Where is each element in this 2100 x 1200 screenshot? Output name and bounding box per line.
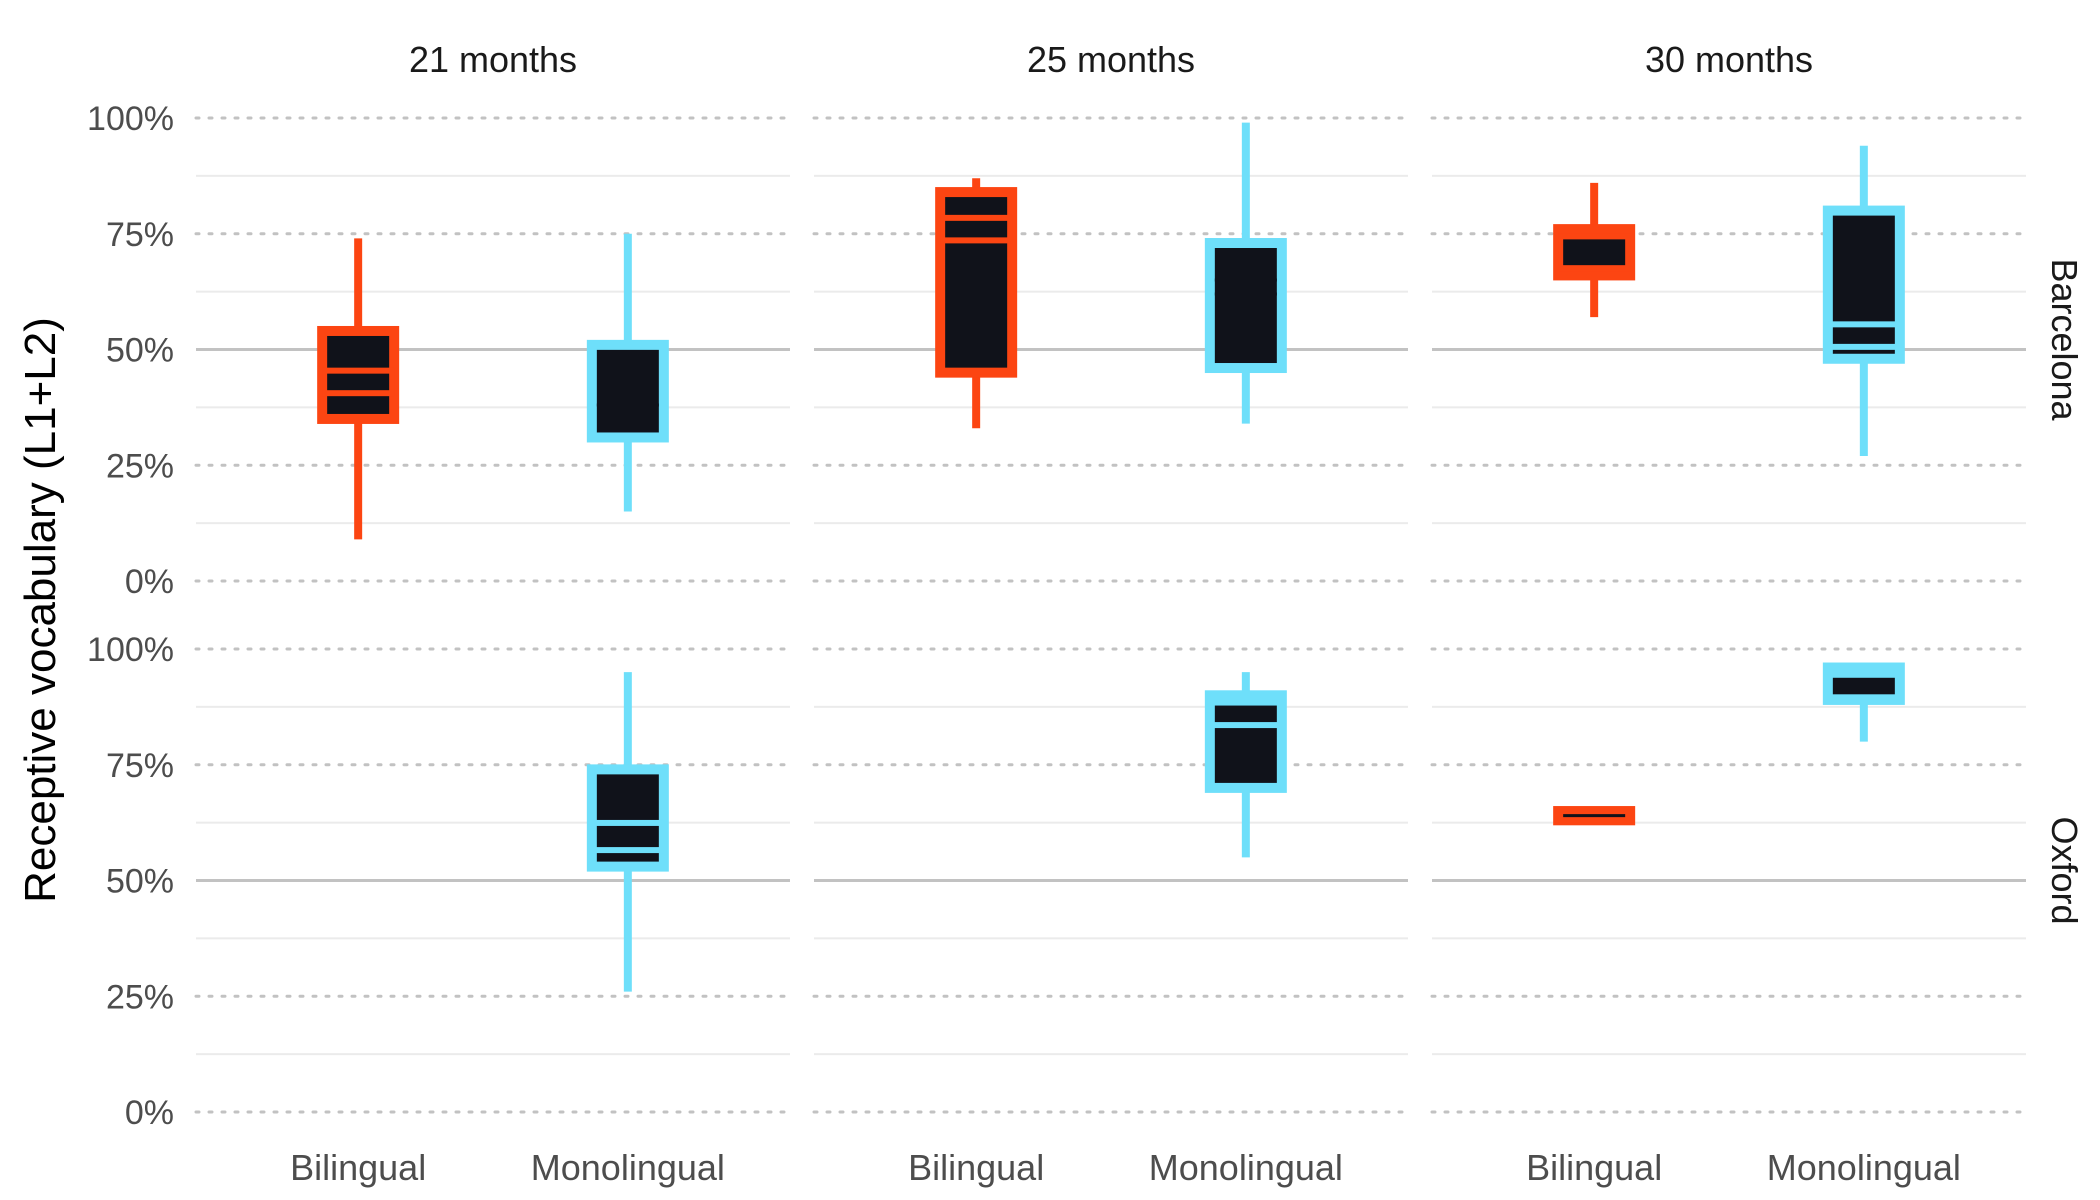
facet-col-label: 25 months xyxy=(1027,39,1195,80)
label-layer: Receptive vocabulary (L1+L2) 0% 25% 50% 75%… xyxy=(16,39,2085,1188)
x-tick-label: Monolingual xyxy=(531,1147,725,1188)
box-layer xyxy=(317,122,1905,992)
y-tick-label: 75% xyxy=(106,216,174,254)
median-band-inner xyxy=(1832,677,1895,695)
y-tick-label: 50% xyxy=(106,863,174,901)
grid-layer xyxy=(194,116,2028,1114)
box-monolingual xyxy=(1822,662,1905,742)
box-bilingual xyxy=(935,178,1018,429)
box-monolingual xyxy=(586,233,669,512)
box-iqr xyxy=(586,339,669,443)
box-iqr xyxy=(1204,238,1287,374)
median-band-inner xyxy=(1214,705,1277,723)
median-band-inner xyxy=(1832,327,1895,344)
box-monolingual xyxy=(1204,672,1287,858)
median-band-inner xyxy=(327,373,390,391)
facet-row-label: Oxford xyxy=(2044,816,2085,924)
median-band-inner xyxy=(945,220,1008,238)
x-tick-label: Bilingual xyxy=(1526,1147,1662,1188)
facet-row-label: Barcelona xyxy=(2044,258,2085,421)
facet-col-label: 30 months xyxy=(1645,39,1813,80)
y-tick-label: 50% xyxy=(106,332,174,370)
x-tick-label: Monolingual xyxy=(1767,1147,1961,1188)
box-monolingual xyxy=(1822,145,1905,456)
y-tick-label: 25% xyxy=(106,447,174,485)
y-tick-label: 25% xyxy=(106,978,174,1016)
median-band-inner xyxy=(1563,239,1626,266)
box-monolingual xyxy=(586,672,669,992)
y-tick-label: 100% xyxy=(87,631,174,669)
box-bilingual xyxy=(1553,182,1636,318)
x-tick-label: Bilingual xyxy=(908,1147,1044,1188)
box-bilingual xyxy=(1553,806,1636,826)
median-band-inner xyxy=(596,825,659,848)
y-axis-title: Receptive vocabulary (L1+L2) xyxy=(16,317,65,903)
box-monolingual xyxy=(1204,122,1287,424)
x-tick-label: Bilingual xyxy=(290,1147,426,1188)
facet-col-label: 21 months xyxy=(409,39,577,80)
y-tick-label: 0% xyxy=(125,1094,174,1132)
y-tick-label: 75% xyxy=(106,747,174,785)
box-bilingual xyxy=(317,238,400,540)
y-tick-label: 0% xyxy=(125,563,174,601)
x-tick-label: Monolingual xyxy=(1149,1147,1343,1188)
y-tick-label: 100% xyxy=(87,100,174,138)
